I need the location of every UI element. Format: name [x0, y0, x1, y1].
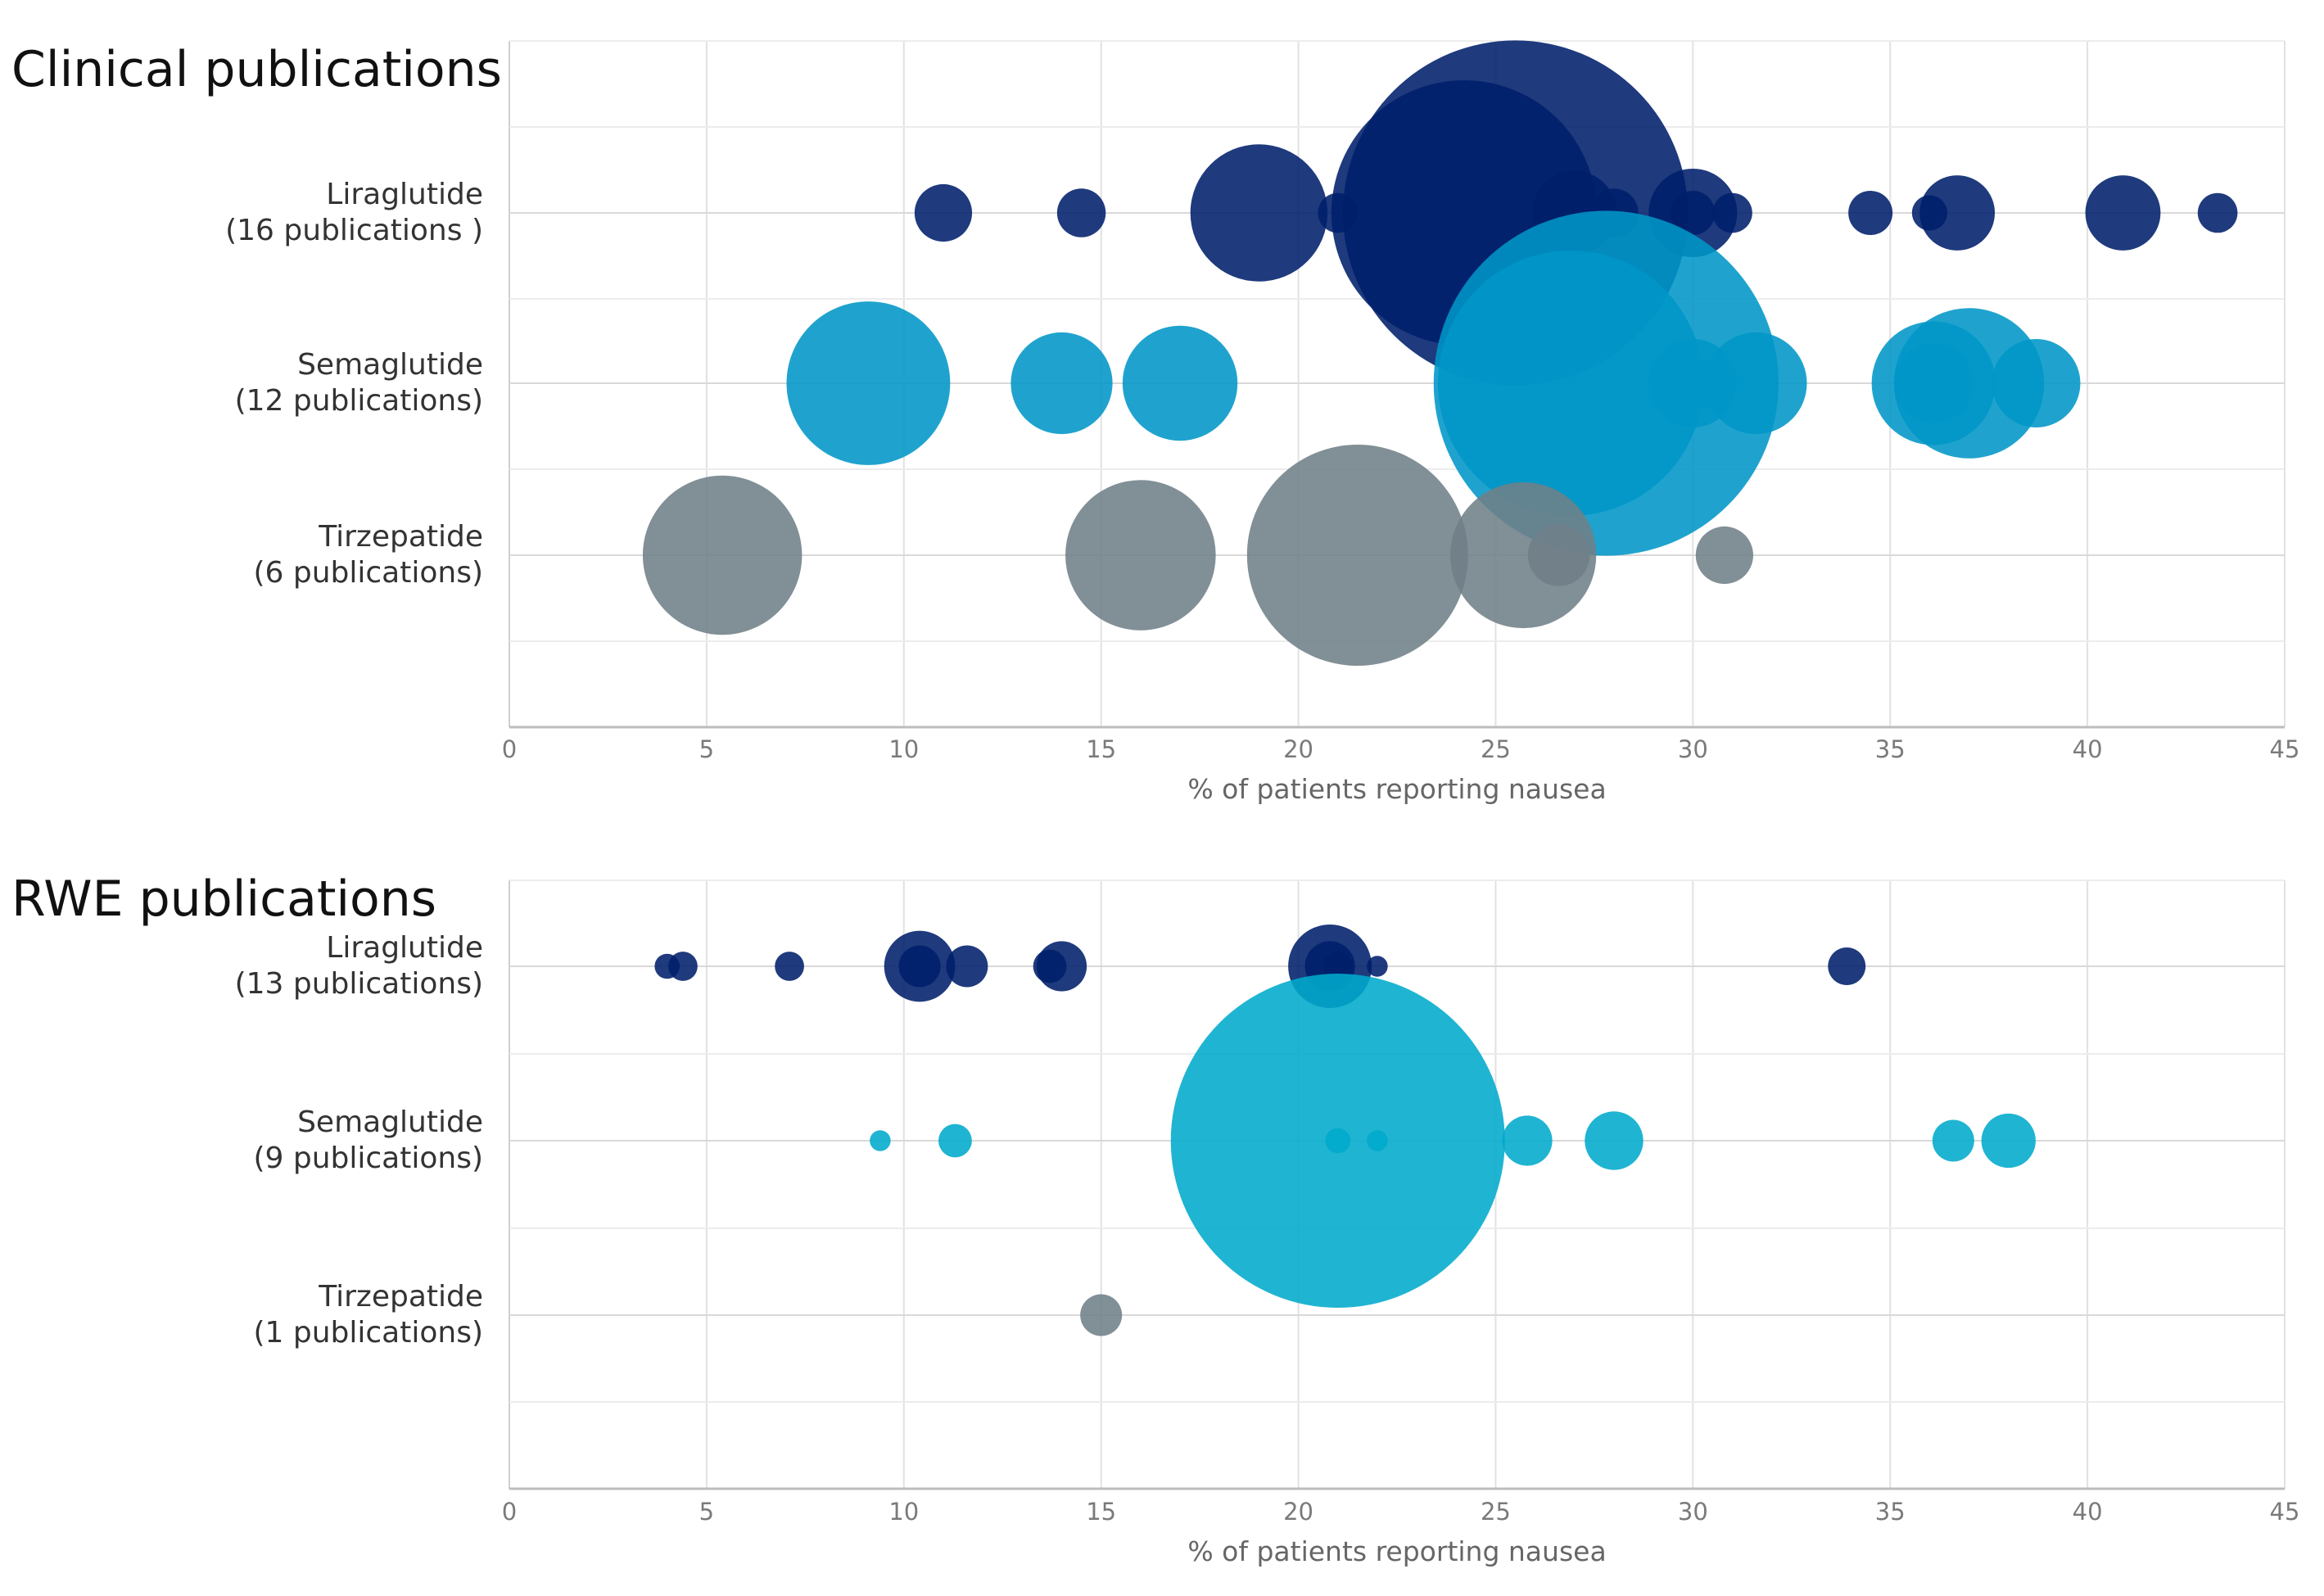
row-label-count: (6 publications) [253, 556, 483, 590]
x-tick-label: 45 [2270, 1498, 2300, 1526]
row-label-name: Tirzepatide [319, 1280, 483, 1313]
row-label-name: Semaglutide [297, 1105, 483, 1139]
x-tick-label: 20 [1283, 735, 1313, 763]
bubble-semaglutide [1011, 332, 1113, 435]
row-label-count: (1 publications) [253, 1316, 483, 1350]
bubble-tirzepatide [1527, 524, 1590, 586]
row-label-name: Semaglutide [297, 348, 483, 382]
x-tick-label: 40 [2073, 735, 2103, 763]
x-tick-label: 5 [699, 735, 714, 763]
row-label-count: (12 publications) [234, 384, 483, 418]
bubble-liraglutide [2085, 175, 2161, 251]
bubble-tirzepatide [1246, 445, 1468, 666]
x-tick-label: 30 [1678, 735, 1708, 763]
x-axis-label: % of patients reporting nausea [1187, 1535, 1606, 1567]
bubble-semaglutide [938, 1124, 972, 1158]
x-tick-label: 25 [1481, 1498, 1511, 1526]
bubble-semaglutide [786, 301, 951, 465]
series-tirzepatide [1080, 1294, 1123, 1336]
bubble-liraglutide [1190, 144, 1328, 282]
bubble-semaglutide [1893, 343, 1974, 423]
x-tick-label: 40 [2073, 1498, 2103, 1526]
x-tick-label: 5 [699, 1498, 714, 1526]
bubble-semaglutide [870, 1130, 891, 1151]
row-label-name: Liraglutide [326, 178, 483, 211]
bubble-liraglutide [914, 183, 973, 242]
x-tick-label: 15 [1086, 735, 1116, 763]
x-tick-label: 45 [2270, 735, 2300, 763]
bubble-semaglutide [1367, 1130, 1388, 1151]
clinical-publications-chart: Clinical publications Liraglutide (16 pu… [11, 40, 2300, 805]
series-semaglutide [786, 210, 2081, 556]
bubble-semaglutide [1705, 332, 1807, 435]
x-tick-label: 20 [1283, 1498, 1313, 1526]
row-label-liraglutide: Liraglutide (16 publications ) [25, 177, 483, 249]
bubble-liraglutide [946, 945, 988, 988]
x-tick-label: 35 [1875, 735, 1906, 763]
bubble-semaglutide [1932, 1119, 1974, 1162]
bubble-liraglutide [1828, 947, 1866, 985]
row-label-count: (13 publications) [234, 967, 483, 1001]
bubble-liraglutide [1848, 191, 1893, 235]
x-tick-label: 10 [888, 735, 919, 763]
row-label-semaglutide: Semaglutide (12 publications) [25, 347, 483, 419]
bubble-liraglutide [1036, 941, 1087, 992]
bubble-liraglutide [1056, 188, 1106, 237]
x-tick-label: 15 [1086, 1498, 1116, 1526]
series-tirzepatide [642, 445, 1753, 666]
bubble-liraglutide [1712, 192, 1752, 233]
bubble-tirzepatide [1080, 1294, 1123, 1336]
bubble-plot-area: 0 5 10 15 20 25 30 35 40 45 % of patients reportin… [502, 879, 2300, 1567]
row-label-count: (16 publications ) [225, 214, 483, 247]
row-label-name: Liraglutide [326, 931, 483, 965]
x-tick-label: 0 [502, 735, 517, 763]
row-label-name: Tirzepatide [319, 520, 483, 554]
row-label-liraglutide: Liraglutide (13 publications) [25, 930, 483, 1002]
bubble-liraglutide [898, 945, 941, 988]
x-tick-label: 35 [1875, 1498, 1906, 1526]
bubble-liraglutide [1367, 956, 1388, 977]
bubble-liraglutide [1671, 191, 1716, 235]
bubble-tirzepatide [642, 475, 803, 635]
row-label-semaglutide: Semaglutide (9 publications) [25, 1105, 483, 1177]
bubble-tirzepatide [1450, 482, 1597, 629]
bubble-semaglutide [1981, 1113, 2036, 1169]
bubble-tirzepatide [1695, 526, 1753, 585]
x-axis-label: % of patients reporting nausea [1187, 773, 1606, 805]
bubble-semaglutide [1325, 1128, 1351, 1154]
rwe-publications-chart: RWE publications Liraglutide (13 publica… [0, 827, 2324, 1596]
x-tick-label: 0 [502, 1498, 517, 1526]
row-label-count: (9 publications) [253, 1142, 483, 1175]
bubble-liraglutide [668, 952, 698, 981]
bubble-semaglutide [1502, 1115, 1553, 1166]
bubble-semaglutide [1585, 1111, 1644, 1170]
x-tick-label: 10 [888, 1498, 919, 1526]
bubble-tirzepatide [1065, 480, 1216, 631]
series-semaglutide [870, 974, 2036, 1308]
x-tick-label: 25 [1481, 735, 1511, 763]
series-liraglutide [654, 925, 1866, 1008]
bubble-liraglutide [1919, 175, 1996, 251]
row-label-tirzepatide: Tirzepatide (1 publications) [25, 1279, 483, 1351]
chart-title: RWE publications [11, 870, 437, 928]
bubble-semaglutide [1122, 325, 1238, 441]
bubble-liraglutide [2197, 192, 2238, 233]
bubble-plot-area: 0 5 10 15 20 25 30 35 40 45 % of patients reportin… [502, 40, 2300, 805]
x-tick-label: 30 [1678, 1498, 1708, 1526]
chart-title: Clinical publications [11, 41, 502, 98]
bubble-liraglutide [775, 952, 804, 981]
row-label-tirzepatide: Tirzepatide (6 publications) [25, 519, 483, 591]
bubble-semaglutide [1433, 210, 1779, 556]
bubble-semaglutide [1992, 339, 2081, 427]
